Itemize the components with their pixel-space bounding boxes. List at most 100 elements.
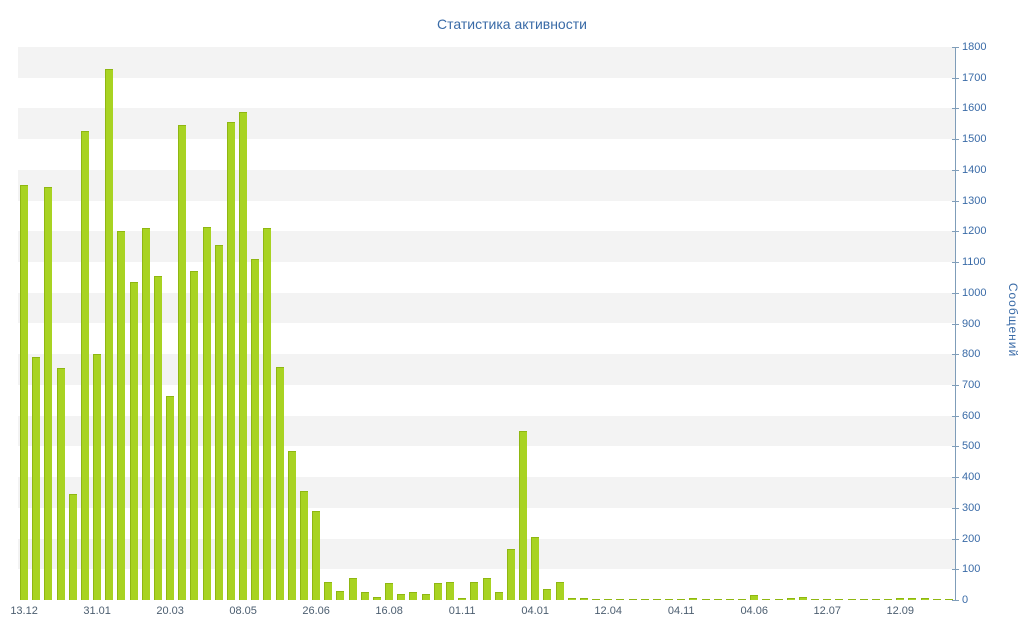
activity-bar bbox=[640, 599, 649, 600]
activity-bar bbox=[93, 354, 102, 600]
y-tick-mark bbox=[952, 569, 959, 571]
y-tick-mark bbox=[952, 108, 959, 110]
x-tick-label: 20.03 bbox=[156, 605, 184, 617]
activity-bar bbox=[750, 595, 759, 600]
activity-bar bbox=[859, 599, 868, 600]
grid-band bbox=[18, 231, 955, 263]
activity-bar bbox=[226, 122, 235, 600]
activity-bar bbox=[592, 599, 601, 600]
y-tick-label: 1400 bbox=[962, 163, 987, 176]
activity-bar bbox=[433, 583, 442, 600]
activity-bar bbox=[385, 583, 394, 600]
activity-bar bbox=[129, 282, 138, 600]
grid-band bbox=[18, 384, 955, 416]
activity-bar bbox=[847, 599, 856, 600]
activity-bar bbox=[166, 396, 175, 600]
y-tick-label: 1200 bbox=[962, 225, 987, 238]
activity-bar bbox=[117, 231, 126, 600]
y-tick-label: 200 bbox=[962, 532, 981, 545]
activity-bar bbox=[725, 599, 734, 600]
y-tick-label: 1600 bbox=[962, 102, 987, 115]
activity-bar bbox=[470, 582, 479, 600]
grid-band bbox=[18, 323, 955, 355]
activity-bar bbox=[604, 599, 613, 600]
y-tick-label: 1700 bbox=[962, 71, 987, 84]
x-tick-label: 16.08 bbox=[375, 605, 403, 617]
activity-bar bbox=[275, 367, 284, 600]
y-tick-label: 400 bbox=[962, 471, 981, 484]
activity-bar bbox=[360, 592, 369, 600]
x-tick-label: 13.12 bbox=[10, 605, 38, 617]
activity-bar bbox=[665, 599, 674, 600]
y-tick-mark bbox=[952, 384, 959, 386]
activity-bar bbox=[251, 259, 260, 600]
grid-band bbox=[18, 77, 955, 109]
activity-bar bbox=[738, 599, 747, 600]
activity-bar bbox=[56, 368, 65, 600]
activity-bar bbox=[689, 598, 698, 600]
grid-band bbox=[18, 446, 955, 478]
activity-bar bbox=[397, 594, 406, 600]
grid-band bbox=[18, 477, 955, 508]
x-tick-label: 26.06 bbox=[302, 605, 330, 617]
activity-bar bbox=[409, 592, 418, 600]
activity-bar bbox=[482, 578, 491, 600]
y-tick-mark bbox=[952, 323, 959, 325]
activity-bar bbox=[312, 511, 321, 600]
y-tick-label: 700 bbox=[962, 378, 981, 391]
activity-bar bbox=[762, 599, 771, 600]
activity-bar bbox=[178, 125, 187, 600]
activity-bar bbox=[372, 597, 381, 600]
activity-bar bbox=[336, 591, 345, 600]
activity-bar bbox=[190, 271, 199, 600]
activity-bar bbox=[287, 451, 296, 600]
activity-bar bbox=[214, 245, 223, 600]
y-tick-mark bbox=[952, 600, 959, 601]
activity-bar bbox=[44, 187, 53, 600]
y-tick-mark bbox=[952, 200, 959, 202]
activity-bar bbox=[202, 227, 211, 600]
x-tick-label: 12.04 bbox=[594, 605, 622, 617]
activity-bar bbox=[884, 599, 893, 600]
grid-band bbox=[18, 292, 955, 324]
activity-bar bbox=[616, 599, 625, 600]
activity-bar bbox=[20, 185, 29, 600]
y-axis-title: Сообщений bbox=[1006, 282, 1020, 358]
activity-bar bbox=[774, 599, 783, 600]
activity-bar bbox=[543, 589, 552, 600]
y-tick-mark bbox=[952, 415, 959, 417]
activity-bar bbox=[652, 599, 661, 600]
y-tick-label: 800 bbox=[962, 348, 981, 361]
activity-bar bbox=[871, 599, 880, 600]
y-tick-label: 1100 bbox=[962, 256, 986, 269]
activity-bar bbox=[153, 276, 162, 600]
activity-bar bbox=[445, 582, 454, 600]
x-tick-label: 31.01 bbox=[83, 605, 111, 617]
activity-bar bbox=[141, 228, 150, 600]
grid-band bbox=[18, 200, 955, 232]
activity-bar bbox=[920, 598, 929, 600]
activity-bar bbox=[677, 599, 686, 600]
activity-bar bbox=[932, 599, 941, 600]
y-tick-mark bbox=[952, 231, 959, 233]
y-tick-label: 1800 bbox=[962, 41, 987, 53]
activity-bar bbox=[519, 431, 527, 600]
activity-bar bbox=[823, 599, 832, 600]
activity-bar bbox=[80, 131, 89, 600]
activity-bar bbox=[68, 494, 77, 600]
activity-bar bbox=[105, 69, 114, 600]
y-tick-mark bbox=[952, 354, 959, 356]
grid-band bbox=[18, 47, 955, 78]
y-tick-mark bbox=[952, 538, 959, 540]
activity-bar bbox=[579, 598, 588, 600]
activity-bar bbox=[701, 599, 710, 600]
y-tick-mark bbox=[952, 169, 959, 171]
activity-bar bbox=[835, 599, 844, 600]
activity-bar bbox=[458, 598, 467, 600]
activity-bar bbox=[896, 598, 905, 600]
y-tick-mark bbox=[952, 446, 959, 448]
activity-bar bbox=[263, 228, 272, 600]
activity-bar bbox=[421, 594, 430, 600]
y-tick-mark bbox=[952, 292, 959, 294]
